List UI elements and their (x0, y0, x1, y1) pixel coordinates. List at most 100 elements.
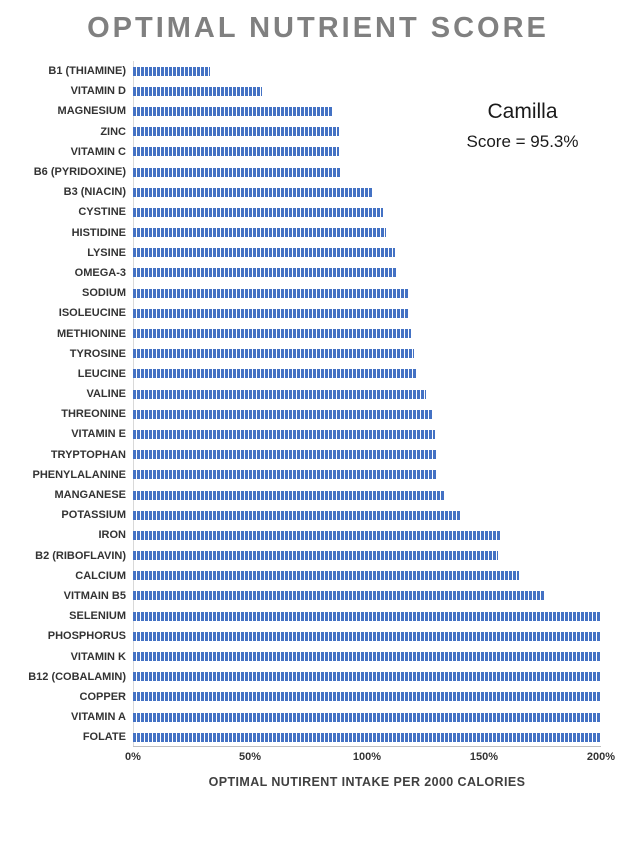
category-label: VALINE (86, 388, 126, 401)
bar-track (133, 606, 601, 626)
bar-row: VITAMIN A (0, 707, 601, 727)
bar (133, 127, 339, 137)
bar-row: VITAMIN E (0, 424, 601, 444)
x-axis-title: OPTIMAL NUTIRENT INTAKE PER 2000 CALORIE… (208, 775, 526, 790)
chart-plot-area: B1 (THIAMINE) VITAMIN D MAGNESIUM ZINC VITAM… (0, 61, 636, 789)
category-label: VITAMIN C (70, 145, 126, 158)
bar (133, 329, 412, 339)
bar-row: LEUCINE (0, 364, 601, 384)
x-axis-ticks: 0% 50% 100% 150% 200% (125, 747, 615, 767)
bar-row: ISOLEUCINE (0, 303, 601, 323)
bar-track (133, 586, 601, 606)
bar (133, 510, 461, 520)
bar-track (133, 626, 601, 646)
x-tick-label: 50% (238, 751, 262, 764)
bar-track (133, 384, 601, 404)
bar (133, 389, 426, 399)
bar-track (133, 323, 601, 343)
bar-row: B1 (THIAMINE) (0, 61, 601, 81)
category-label: VITMAIN B5 (63, 589, 126, 602)
bar-row: PHENYLALANINE (0, 465, 601, 485)
bar-track (133, 61, 601, 81)
category-label: CYSTINE (78, 206, 126, 219)
bar-track (133, 182, 601, 202)
bar (133, 308, 410, 318)
bars-container: B1 (THIAMINE) VITAMIN D MAGNESIUM ZINC VITAM… (0, 61, 601, 748)
bar (133, 712, 601, 722)
bar-track (133, 546, 601, 566)
bar-track (133, 283, 601, 303)
bar-track (133, 243, 601, 263)
category-label: SODIUM (82, 287, 126, 300)
bar (133, 187, 372, 197)
bar (133, 228, 386, 238)
category-label: ISOLEUCINE (58, 307, 126, 320)
bar (133, 672, 601, 682)
bar-row: SODIUM (0, 283, 601, 303)
bar-row: VITAMIN D (0, 81, 601, 101)
category-label: OMEGA-3 (74, 266, 126, 279)
category-label: MANGANESE (54, 489, 126, 502)
category-label: SELENIUM (69, 610, 126, 623)
category-label: VITAMIN D (70, 85, 126, 98)
category-label: POTASSIUM (61, 509, 126, 522)
bar (133, 268, 398, 278)
bar (133, 106, 332, 116)
bar (133, 207, 384, 217)
bar (133, 86, 262, 96)
x-tick-label: 100% (352, 751, 382, 764)
bar (133, 631, 601, 641)
value-axis-line (133, 746, 601, 748)
bar-row: B2 (RIBOFLAVIN) (0, 546, 601, 566)
bar-row: LYSINE (0, 243, 601, 263)
bar-row: CYSTINE (0, 202, 601, 222)
bar-track (133, 303, 601, 323)
bar (133, 167, 342, 177)
bar-track (133, 101, 601, 121)
bar-track (133, 122, 601, 142)
annotation-box: Camilla Score = 95.3% (430, 100, 615, 152)
bar-row: VITAMIN K (0, 646, 601, 666)
category-label: B12 (COBALAMIN) (28, 670, 126, 683)
category-label: COPPER (79, 690, 126, 703)
bar-track (133, 525, 601, 545)
bar-row: VITMAIN B5 (0, 586, 601, 606)
annotation-name: Camilla (487, 100, 558, 123)
bar (133, 450, 438, 460)
bar-row: METHIONINE (0, 323, 601, 343)
bar (133, 470, 438, 480)
bar-track (133, 424, 601, 444)
bar-track (133, 263, 601, 283)
bar (133, 429, 435, 439)
bar-row: TRYPTOPHAN (0, 445, 601, 465)
bar-track (133, 142, 601, 162)
bar-track (133, 667, 601, 687)
category-label: TYROSINE (69, 347, 126, 360)
bar-row: VALINE (0, 384, 601, 404)
category-label: IRON (98, 529, 127, 542)
category-label: VITAMIN A (71, 711, 126, 724)
bar-row: ZINC (0, 122, 601, 142)
bar-track (133, 162, 601, 182)
chart-title: OPTIMAL NUTRIENT SCORE (87, 12, 549, 44)
bar-row: TYROSINE (0, 344, 601, 364)
bar-track (133, 223, 601, 243)
category-label: MAGNESIUM (57, 105, 126, 118)
bar (133, 490, 445, 500)
category-label: B3 (NIACIN) (63, 186, 126, 199)
bar-row: THREONINE (0, 404, 601, 424)
x-tick-label: 200% (586, 751, 616, 764)
bar-track (133, 404, 601, 424)
bar-row: FOLATE (0, 727, 601, 747)
bar-track (133, 364, 601, 384)
bar-track (133, 485, 601, 505)
bar-track (133, 566, 601, 586)
category-label: THREONINE (61, 408, 126, 421)
category-label: TRYPTOPHAN (50, 448, 126, 461)
category-label: B1 (THIAMINE) (48, 65, 126, 78)
bar (133, 530, 501, 540)
bar-row: SELENIUM (0, 606, 601, 626)
x-tick-label: 0% (125, 751, 141, 764)
bar (133, 652, 601, 662)
